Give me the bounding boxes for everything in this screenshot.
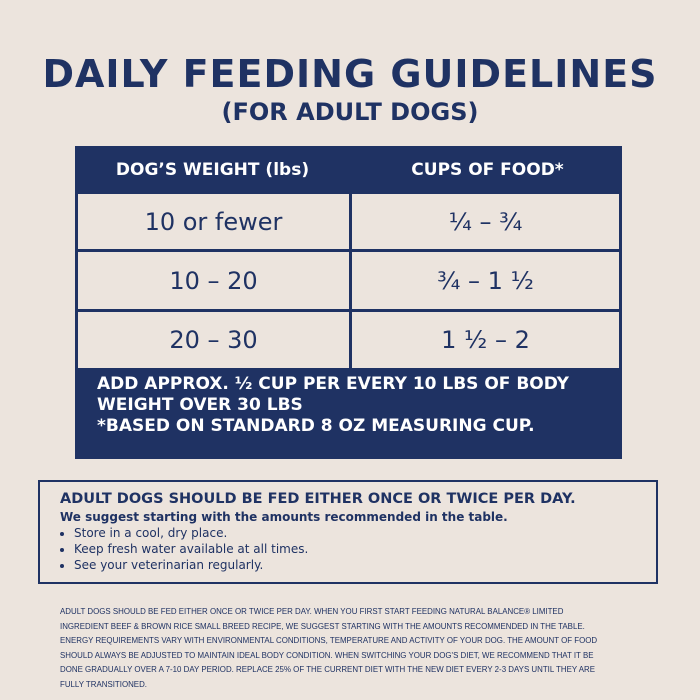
page-title: DAILY FEEDING GUIDELINES [42,52,658,96]
tips-heading: ADULT DOGS SHOULD BE FED EITHER ONCE OR … [60,491,576,507]
measuring-cup-note: *BASED ON STANDARD 8 OZ MEASURING CUP. [97,416,535,436]
table-cell-cups: ¼ – ¾ [352,194,619,249]
header-weight: DOG’S WEIGHT (lbs) [115,159,310,180]
page-subtitle: (FOR ADULT DOGS) [221,98,479,126]
feeding-table: DOG’S WEIGHT (lbs) CUPS OF FOOD* 10 or f… [75,146,622,459]
tips-list: Store in a cool, dry place. Keep fresh w… [60,525,636,573]
table-cell-weight: 20 – 30 [78,312,349,368]
list-item: Keep fresh water available at all times. [74,541,636,557]
table-cell-cups: ¾ – 1 ½ [352,252,619,309]
tips-subheading: We suggest starting with the amounts rec… [60,510,508,524]
feeding-tips-box: ADULT DOGS SHOULD BE FED EITHER ONCE OR … [38,480,658,584]
list-item: See your veterinarian regularly. [74,557,636,573]
table-cell-cups: 1 ½ – 2 [352,312,619,368]
list-item: Store in a cool, dry place. [74,525,636,541]
table-cell-weight: 10 or fewer [78,194,349,249]
table-cell-weight: 10 – 20 [78,252,349,309]
extra-weight-note: ADD APPROX. ½ CUP PER EVERY 10 LBS OF BO… [97,374,569,415]
header-cups: CUPS OF FOOD* [411,159,564,180]
table-footnote: ADD APPROX. ½ CUP PER EVERY 10 LBS OF BO… [97,374,617,437]
fine-print: ADULT DOGS SHOULD BE FED EITHER ONCE OR … [60,606,598,689]
